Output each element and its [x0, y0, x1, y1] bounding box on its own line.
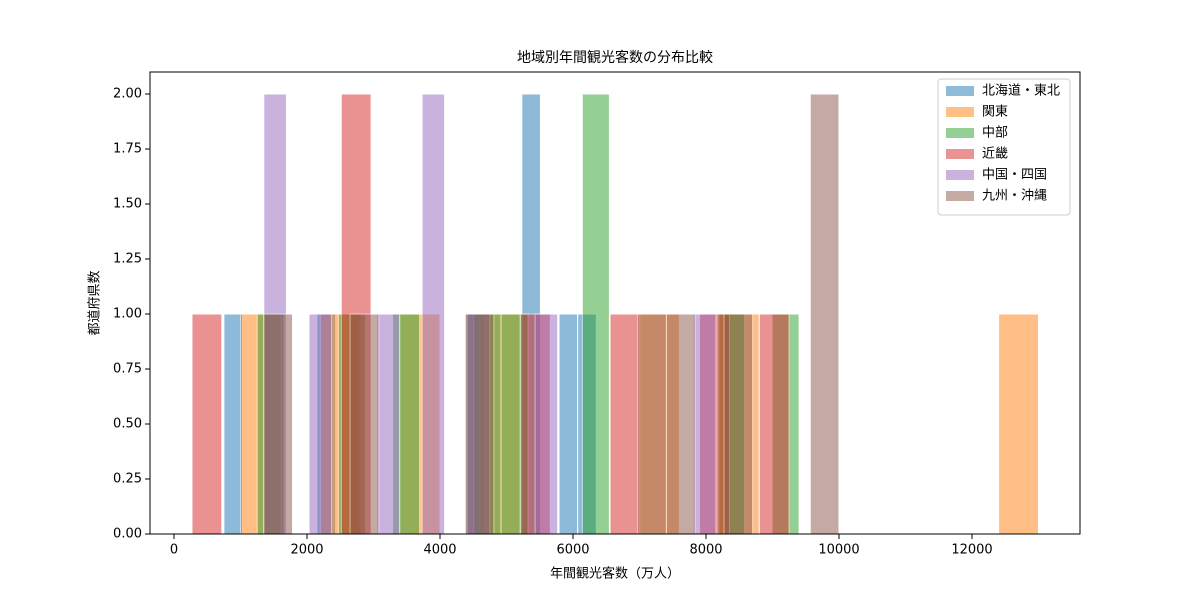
bar: [581, 93, 610, 535]
bar: [464, 313, 495, 535]
bar: [421, 93, 446, 535]
legend-swatch: [946, 191, 974, 201]
y-tick-label: 1.50: [113, 197, 142, 212]
y-tick-label: 0.50: [113, 417, 142, 432]
bar: [637, 313, 667, 535]
chart-title: 地域別年間観光客数の分布比較: [517, 49, 713, 66]
legend-swatch: [946, 107, 974, 117]
bar: [349, 313, 380, 535]
bar: [609, 313, 641, 535]
legend-label: 九州・沖縄: [982, 189, 1047, 204]
bar: [665, 313, 696, 535]
y-tick-label: 0.75: [113, 362, 142, 377]
legend-swatch: [946, 128, 974, 138]
legend-label: 中国・四国: [982, 168, 1047, 183]
x-tick-label: 0: [170, 543, 178, 558]
legend-swatch: [946, 149, 974, 159]
series: [263, 93, 840, 535]
x-tick-label: 8000: [689, 543, 722, 558]
y-tick-label: 1.25: [113, 252, 142, 267]
legend-label: 関東: [982, 104, 1008, 120]
bar: [558, 313, 579, 535]
bar: [534, 313, 559, 535]
y-tick-label: 1.00: [113, 307, 142, 322]
x-tick-label: 6000: [556, 543, 589, 558]
legend-label: 中部: [982, 126, 1008, 141]
legend-label: 近畿: [982, 147, 1008, 162]
y-tick-label: 2.00: [113, 87, 142, 102]
x-tick-label: 12000: [951, 543, 992, 558]
plot-frame: [149, 71, 1081, 535]
x-tick-label: 4000: [423, 543, 456, 558]
y-axis-label: 都道府県数: [88, 270, 103, 335]
legend-swatch: [946, 170, 974, 180]
bar: [223, 313, 244, 535]
bar: [998, 313, 1040, 535]
bar: [723, 313, 754, 535]
bar: [809, 93, 840, 535]
bar: [308, 313, 333, 535]
x-tick-label: 2000: [290, 543, 323, 558]
legend-swatch: [946, 86, 974, 96]
y-tick-label: 0.25: [113, 472, 142, 487]
bar: [758, 313, 790, 535]
bar: [692, 313, 717, 535]
x-axis-label: 年間観光客数（万人）: [550, 566, 680, 582]
y-tick-label: 1.75: [113, 142, 142, 157]
bar: [376, 313, 400, 535]
x-tick-label: 10000: [818, 543, 859, 558]
legend-label: 北海道・東北: [982, 83, 1060, 99]
bar: [263, 313, 294, 535]
bar: [191, 313, 223, 535]
y-tick-label: 0.00: [113, 527, 142, 542]
